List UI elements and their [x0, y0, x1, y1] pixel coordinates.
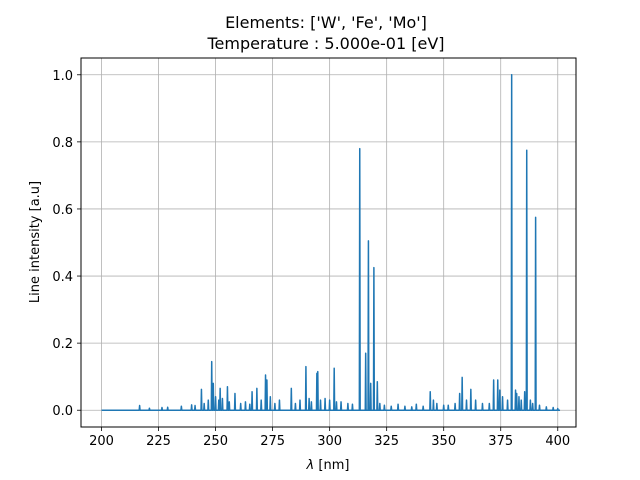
- y-tick-label: 1.0: [52, 69, 73, 84]
- y-tick-label: 0.0: [52, 404, 73, 419]
- y-axis: 0.0 0.2 0.4 0.6 0.8 1.0: [52, 69, 81, 419]
- plot-area: [101, 74, 561, 411]
- y-tick-label: 0.6: [52, 203, 73, 218]
- x-tick-label: 275: [260, 434, 285, 449]
- x-axis-label: λ [nm]: [306, 458, 350, 473]
- x-tick-label: 375: [488, 434, 513, 449]
- x-tick-label: 400: [545, 434, 570, 449]
- x-axis: 200 225 250 275 300 325 350 375 400: [89, 427, 570, 449]
- x-tick-label: 200: [89, 434, 114, 449]
- x-tick-label: 250: [203, 434, 228, 449]
- y-axis-label: Line intensity [a.u]: [28, 181, 43, 303]
- chart-title-line-1: Elements: ['W', 'Fe', 'Mo']: [225, 13, 427, 32]
- axes-frame: [80, 57, 577, 428]
- x-tick-label: 350: [431, 434, 456, 449]
- y-tick-label: 0.2: [52, 337, 73, 352]
- x-axis-label-unit: [nm]: [314, 458, 349, 473]
- x-axis-label-symbol: λ: [306, 458, 315, 473]
- chart-title-line-2: Temperature : 5.000e-01 [eV]: [206, 34, 444, 53]
- x-tick-label: 300: [317, 434, 342, 449]
- y-tick-label: 0.8: [52, 136, 73, 151]
- spectrum-line: [101, 74, 561, 411]
- y-tick-label: 0.4: [52, 270, 73, 285]
- x-tick-label: 325: [374, 434, 399, 449]
- x-tick-label: 225: [146, 434, 171, 449]
